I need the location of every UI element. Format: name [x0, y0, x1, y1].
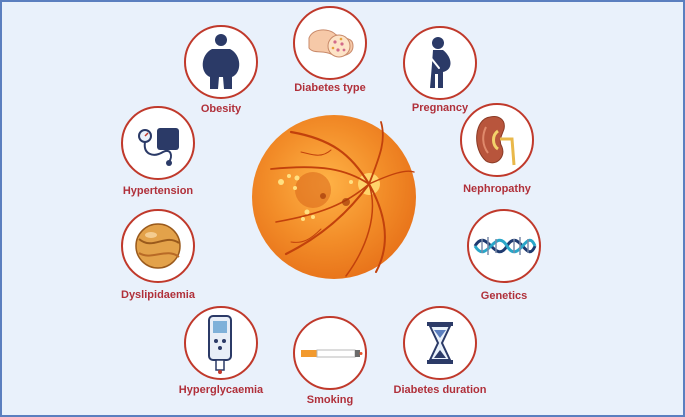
factor-label: Nephropathy — [463, 183, 531, 195]
hourglass-icon — [427, 322, 453, 364]
lipid-droplet-icon — [135, 223, 181, 269]
factor-ring — [460, 103, 534, 177]
blood-pressure-monitor-icon — [138, 128, 179, 166]
factor-label: Dyslipidaemia — [121, 289, 195, 301]
pancreas-icon — [308, 29, 354, 58]
factor-ring — [293, 6, 367, 80]
factor-label: Diabetes type — [294, 82, 366, 94]
kidney-icon — [476, 116, 516, 166]
factor-ring — [121, 106, 195, 180]
factor-label: Smoking — [306, 394, 354, 406]
factor-label: Hyperglycaemia — [178, 384, 264, 396]
factor-label: Obesity — [200, 103, 242, 115]
retina-fundus-icon — [251, 114, 417, 280]
pregnant-woman-icon — [430, 37, 451, 88]
obese-person-icon — [202, 34, 240, 89]
factor-label: Diabetes duration — [393, 384, 487, 396]
dna-icon — [473, 237, 537, 255]
cigarette-icon — [301, 349, 363, 358]
factor-label: Pregnancy — [411, 102, 469, 114]
factor-label: Genetics — [480, 290, 528, 302]
factor-ring — [467, 209, 541, 283]
factor-ring — [403, 26, 477, 100]
factor-ring — [293, 316, 367, 390]
glucose-meter-icon — [208, 315, 232, 374]
factor-ring — [184, 306, 258, 380]
factor-ring — [184, 25, 258, 99]
factor-ring — [403, 306, 477, 380]
factor-label: Hypertension — [122, 185, 194, 197]
factor-ring — [121, 209, 195, 283]
